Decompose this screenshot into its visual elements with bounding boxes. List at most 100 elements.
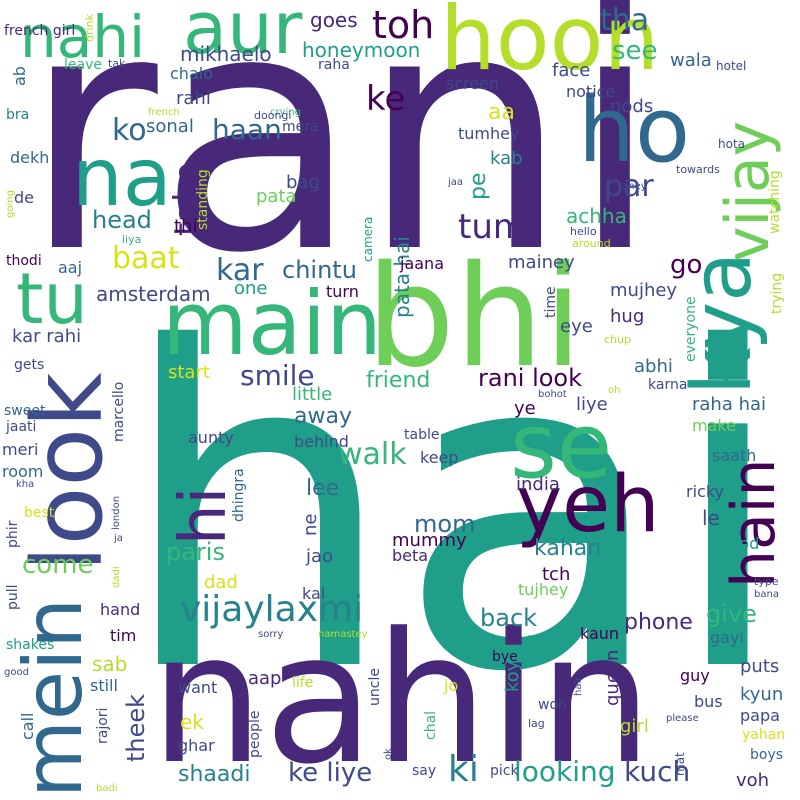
word-mujhey: mujhey [610,280,678,301]
word-hand: hand [100,600,141,619]
word-paris: paris [166,538,225,566]
word-nahin: nahin [150,595,653,800]
word-tujhey: tujhey [518,580,569,599]
word-walk: walk [338,437,407,472]
word-bhi: bhi [366,236,583,399]
word-tha: tha [600,3,650,38]
word-ricky: ricky [686,482,724,501]
word-wala: wala [670,50,712,71]
word-ho: ho [578,78,691,183]
word-shakes: shakes [6,637,55,653]
word-french: french [148,107,180,118]
word-se: se [510,394,613,499]
word-jaati: jaati [6,419,37,435]
word-kahan: kahan [534,536,602,561]
word-rajori: rajori [95,707,111,744]
word-time: time [543,286,559,318]
word-uncle: uncle [367,668,383,706]
word-namastey: namastey [318,629,368,640]
word-tu: tu [16,258,88,340]
word-tim: tim [110,626,137,645]
word-hota: hota [718,137,746,151]
word-na: na [72,131,172,224]
word-gets: gets [14,357,45,373]
word-hi: hi [167,486,241,545]
word-nahi: nahi [20,3,146,71]
word-raha: raha [318,57,350,73]
word-dhingra: dhingra [231,468,247,522]
word-make: make [692,416,736,435]
word-theek: theek [122,693,150,762]
word-doongi: doongi [254,109,292,122]
word-come: come [22,550,94,580]
word-abhi: abhi [634,356,673,377]
word-ko: ko [112,113,147,148]
word-queen: queen [602,649,623,706]
word-sonal: sonal [146,116,194,137]
word-jaana: jaana [400,254,444,273]
word-bag: bag [286,172,320,193]
word-hotel: hotel [716,59,747,73]
word-ke-liye-1: ke liye [288,758,373,788]
word-people: people [247,710,263,758]
word-crying: crying [270,107,301,118]
word-tak: tak [108,57,126,70]
word-hain: hain [719,458,789,589]
word-aa: aa [488,100,515,125]
word-keep: keep [420,448,459,467]
word-table: table [404,427,440,443]
word-aap: aap [248,668,282,689]
word-badi: badi [96,783,118,794]
word-mom: mom [414,510,476,538]
word-india: india [516,474,560,495]
word-ne: ne [300,513,321,536]
word-friend: friend [366,368,431,393]
word-baat: baat [112,241,180,276]
word-rani-look: rani look [478,364,583,392]
word-kaun: kaun [580,624,620,643]
word-pata-hai: pata hai [390,236,414,318]
word-liye: liye [576,394,608,415]
word-bohot: bohot [538,389,567,400]
word-pick: pick [490,763,519,779]
word-kar: kar [216,253,264,288]
word-please: please [666,713,699,724]
word-towards: towards [676,163,720,176]
word-ke-1: ke [366,79,406,119]
word-type: type [754,575,779,588]
word-hello: hello [570,225,597,238]
word-bra: bra [6,107,30,123]
word-ki: ki [448,749,479,790]
word-around: around [572,237,611,250]
word-bus: bus [694,692,723,711]
word-shaadi: shaadi [178,762,251,787]
word-ja: ja [114,533,123,544]
word-sab: sab [92,652,128,676]
word-marcello: marcello [111,381,127,442]
word-hair: hair [573,676,584,696]
word-room: room [2,462,44,481]
word-turn: turn [326,282,359,301]
word-guy: guy [680,666,710,685]
word-drink: drink [83,14,96,42]
word-kal: kal [302,584,326,603]
word-rani: rani [22,0,661,325]
word-dekh: dekh [10,148,50,167]
word-bana: bana [754,589,779,600]
word-de: de [14,188,34,207]
word-karna: karna [648,377,688,393]
word-chup: chup [604,333,631,346]
word-good: good [4,667,29,678]
word-tch: tch [542,564,571,585]
word-jao: jao [306,546,334,567]
word-standing: standing [195,169,211,230]
word-looking: looking [514,755,616,788]
word-le: le [702,506,720,530]
word-food: food [724,534,760,553]
word-say: say [412,763,437,779]
word-head: head [92,206,152,234]
word-mainey: mainey [508,252,575,273]
word-wahan: wahan [528,631,575,647]
word-back: back [480,604,538,632]
word-toh: toh [372,3,435,47]
